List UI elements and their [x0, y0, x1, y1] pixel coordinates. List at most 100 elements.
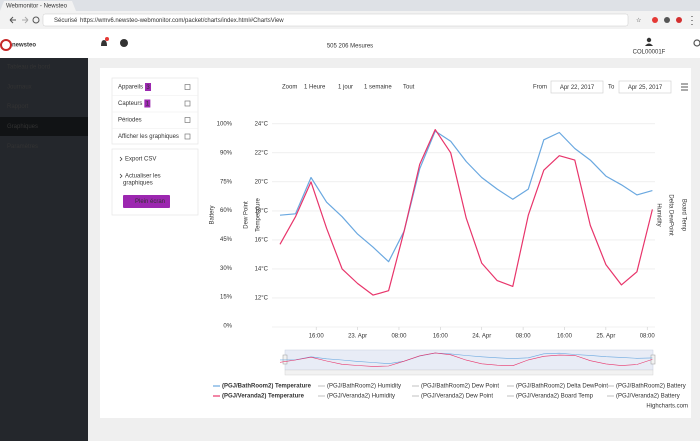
refresh-link[interactable]: Actualiser les [125, 174, 161, 180]
chart-menu[interactable] [681, 83, 688, 91]
y-tick-label: 12°C [255, 296, 269, 302]
legend-item[interactable]: (PGJ/Veranda2) Temperature [222, 394, 305, 400]
extension-icon[interactable] [664, 17, 670, 23]
battery-tick-label: 0% [223, 324, 232, 330]
axis-title: Humidity [655, 203, 661, 226]
page-title: 505 206 Mesures [327, 44, 373, 50]
zoom-option[interactable]: Tout [403, 85, 415, 91]
series-line [279, 130, 653, 263]
from-input[interactable] [550, 80, 604, 94]
sidebar-active [0, 117, 88, 136]
legend-item[interactable]: (PGJ/Veranda2) Humidity [327, 394, 395, 400]
export-link[interactable]: Export CSV [125, 157, 156, 163]
legend-item[interactable]: (PGJ/BathRoom2) Battery [616, 384, 686, 390]
secure-label: Sécurisé [54, 18, 78, 24]
legend-item[interactable]: (PGJ/Veranda2) Dew Point [421, 394, 493, 400]
from-label: From [533, 85, 547, 91]
logo-mark [0, 39, 12, 51]
forward-button[interactable] [22, 16, 29, 24]
user-name: COL00001F [633, 50, 666, 56]
axis-title: Battery [210, 205, 216, 224]
to-input[interactable] [618, 80, 672, 94]
axis-title: Temperature [256, 197, 262, 231]
sidebar-item[interactable]: Paramètres [7, 144, 38, 150]
battery-tick-label: 15% [220, 295, 233, 301]
sidebar-item[interactable]: Journaux [7, 84, 32, 90]
to-label: To [608, 85, 615, 91]
legend-item[interactable]: (PGJ/BathRoom2) Humidity [327, 384, 401, 390]
x-tick-label: 16:00 [557, 334, 573, 340]
legend-item[interactable]: (PGJ/BathRoom2) Delta DewPoint [516, 384, 608, 390]
x-tick-label: 25. Apr [596, 334, 615, 340]
navigator-line [279, 352, 653, 367]
zoom-option[interactable]: 1 semaine [364, 85, 392, 91]
url-box[interactable] [42, 13, 629, 27]
url: https://wmv6.newsteo-webmonitor.com/pack… [80, 18, 284, 24]
extension-icon[interactable] [652, 17, 658, 23]
panel-item[interactable]: Capteurs [118, 101, 142, 107]
zoom-option[interactable]: 1 Heure [304, 85, 326, 91]
settings-icon[interactable] [693, 39, 700, 47]
from-value: Apr 22, 2017 [560, 85, 595, 91]
zoom-label: Zoom [282, 85, 297, 91]
user-icon[interactable] [646, 37, 652, 43]
app-header [0, 29, 700, 58]
reload-button[interactable] [32, 16, 40, 24]
item-icon [184, 133, 191, 140]
x-tick-label: 24. Apr [472, 334, 491, 340]
credit: Highcharts.com [646, 404, 688, 410]
navigator-handle[interactable] [282, 354, 288, 365]
help-glyph: ? [122, 41, 126, 47]
x-tick-label: 08:00 [640, 334, 656, 340]
badge-count: 1 [146, 101, 150, 107]
series-line [279, 129, 653, 296]
legend-item[interactable]: (PGJ/BathRoom2) Dew Point [421, 384, 499, 390]
y-tick-label: 24°C [255, 121, 269, 127]
badge [144, 99, 151, 108]
navigator-scrollbar[interactable] [284, 369, 654, 376]
legend-item[interactable]: (PGJ/Veranda2) Board Temp [516, 394, 594, 400]
notification-bell[interactable] [101, 40, 107, 46]
chevron [119, 156, 123, 162]
notification-badge [105, 37, 109, 41]
battery-tick-label: 90% [220, 150, 233, 156]
battery-tick-label: 60% [220, 208, 233, 214]
axis-title: Delta DewPoint [667, 194, 673, 236]
bookmark-star[interactable]: ☆ [636, 17, 641, 24]
x-tick-label: 16:00 [433, 334, 449, 340]
axis-title: Dew Point [244, 201, 250, 229]
sidebar-item[interactable]: Rapport [7, 104, 29, 110]
legend-item[interactable]: (PGJ/Veranda2) Battery [616, 394, 680, 400]
badge-count: 3 [146, 85, 150, 91]
extension-icon[interactable] [676, 17, 682, 23]
item-icon [184, 100, 191, 107]
back-button[interactable] [9, 16, 16, 24]
panel-item[interactable]: Appareils [118, 85, 143, 91]
sidebar-item[interactable]: Graphiques [7, 124, 38, 130]
zoom-option[interactable]: 1 jour [338, 85, 353, 91]
panel-item[interactable]: Afficher les graphiques [118, 134, 179, 140]
panel-item[interactable]: Périodes [118, 118, 142, 124]
battery-tick-label: 45% [220, 237, 233, 243]
user-icon-body [645, 43, 653, 46]
fullscreen-button[interactable] [123, 195, 170, 208]
battery-tick-label: 75% [220, 179, 233, 185]
sidebar-item[interactable]: Tableau de bord [7, 65, 50, 71]
navigator-line [279, 352, 653, 364]
y-tick-label: 18°C [255, 208, 269, 214]
tab[interactable] [0, 1, 76, 11]
help-icon[interactable] [120, 39, 128, 47]
battery-tick-label: 100% [217, 122, 233, 128]
navigator-handle[interactable] [650, 354, 656, 365]
logo: newsteo [12, 43, 36, 49]
chevron [119, 173, 123, 179]
sidebar [0, 58, 88, 441]
x-tick-label: 16:00 [309, 334, 325, 340]
legend-item[interactable]: (PGJ/BathRoom2) Temperature [222, 384, 312, 390]
to-value: Apr 25, 2017 [628, 85, 663, 91]
x-tick-label: 08:00 [391, 334, 407, 340]
battery-tick-label: 30% [220, 266, 233, 272]
tab-title: Webmonitor - Newsteo [6, 4, 68, 10]
refresh-link[interactable]: graphiques [123, 181, 153, 187]
